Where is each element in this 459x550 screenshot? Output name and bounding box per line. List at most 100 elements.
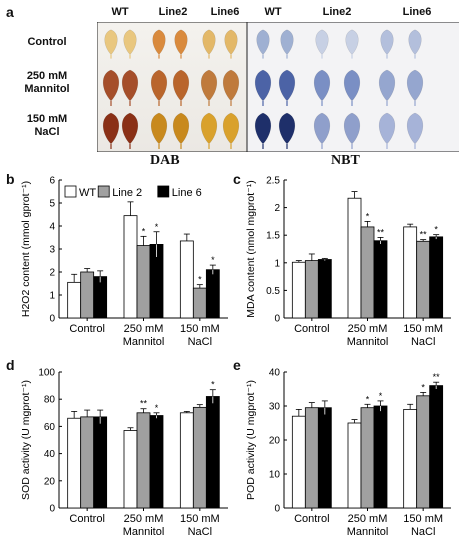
leaf-sample [378,112,396,145]
significance-star: * [366,211,370,221]
leaf-sample [150,69,168,102]
y-tick-label: 20 [269,436,281,447]
leaf-sample [222,69,240,102]
bar [149,415,164,509]
bar [360,226,375,319]
row-label-control: Control [27,36,67,48]
significance-star: ** [140,399,148,409]
y-tick-label: 1.5 [266,231,280,242]
leaf-sample [102,69,120,102]
column-header: WT [264,6,282,18]
category-label: 150 mM [180,513,220,525]
chart-mda: 0 0.5 1 1.5 2 2.5 MDA content (nmol mgprot⁻¹) C… [245,176,451,348]
leaf-sample [174,29,188,55]
y-tick-label: 2 [274,203,280,214]
y-tick-label: 0 [274,504,280,515]
bar [317,407,332,509]
y-tick-label: 20 [44,476,56,487]
category-label: 250 mM [124,513,164,525]
legend-swatch [157,185,170,198]
bar [192,287,207,319]
legend-swatch [64,185,77,198]
category-label: Control [69,513,104,525]
y-axis-label: POD activity (U mgprot⁻¹) [245,380,257,500]
category-label: Mannitol [123,336,165,348]
stain-label-nbt: NBT [331,153,360,168]
column-header: Line6 [402,6,432,18]
leaf-sample [172,69,190,102]
leaf-sample [380,29,394,55]
leaf-sample [315,29,329,55]
y-tick-label: 0.5 [266,286,280,297]
y-tick-label: 0 [274,314,280,325]
bar [373,240,388,319]
category-label: 250 mM [348,323,388,335]
bar [179,240,194,319]
leaf-sample [313,69,331,102]
y-tick-label: 30 [269,402,281,413]
leaf-sample [202,29,216,55]
leaf-sample [104,29,118,55]
bar [429,236,444,319]
significance-star: * [155,222,159,232]
category-label: 150 mM [180,323,220,335]
bar [67,281,82,319]
bar [291,261,306,319]
legend: WT Line 2 Line 6 [64,185,202,199]
category-label: NaCl [411,526,435,538]
bar [205,269,220,319]
significance-star: * [366,394,370,404]
y-axis-label: SOD activity (U mgprot⁻¹) [20,380,32,500]
category-label: NaCl [188,526,212,538]
panel-letter-c: c [233,171,241,187]
category-label: 150 mM [403,513,443,525]
leaf-sample [408,29,422,55]
leaf-sample [378,69,396,102]
chart-h2o2: 0 1 2 3 4 5 6 H2O2 content (mmol gprot⁻¹) Contro… [20,176,228,348]
legend-label: Line 2 [112,187,142,199]
y-axis-label: MDA content (nmol mgprot⁻¹) [245,180,257,317]
bar [403,226,418,319]
leaf-sample [343,69,361,102]
leaf-sample [256,29,270,55]
leaf-sample [102,112,120,145]
category-label: Mannitol [347,336,389,348]
bar [123,430,138,509]
significance-star: * [379,391,383,401]
category-label: Control [69,323,104,335]
column-header: Line6 [210,6,240,18]
leaf-sample [200,69,218,102]
leaf-sample [278,69,296,102]
significance-star: * [155,403,159,413]
bar [123,215,138,319]
bar [304,407,319,509]
panel-letter-e: e [233,357,241,373]
category-label: NaCl [188,336,212,348]
leaf-sample [152,29,166,55]
y-tick-label: 80 [44,395,56,406]
bar [80,416,95,509]
leaf-sample [121,69,139,102]
column-header: Line2 [158,6,188,18]
bar [429,385,444,509]
panel-letter-b: b [6,171,15,187]
column-headers: WT Line2 Line6 WT Line2 Line6 [97,0,459,22]
leaf-sample [254,69,272,102]
leaf-sample [222,112,240,145]
y-tick-label: 0 [49,314,55,325]
significance-star: ** [377,227,385,237]
legend-swatch [97,185,110,198]
y-tick-label: 60 [44,422,56,433]
y-tick-label: 5 [49,199,55,210]
bar [304,260,319,319]
bar [192,406,207,509]
leaf-sample [123,29,137,55]
y-tick-label: 4 [49,222,55,233]
column-header: Line2 [322,6,352,18]
y-tick-label: 40 [269,368,281,379]
bar [205,396,220,509]
leaf-sample [121,112,139,145]
significance-star: * [211,255,215,265]
bar [360,407,375,509]
significance-star: * [421,382,425,392]
